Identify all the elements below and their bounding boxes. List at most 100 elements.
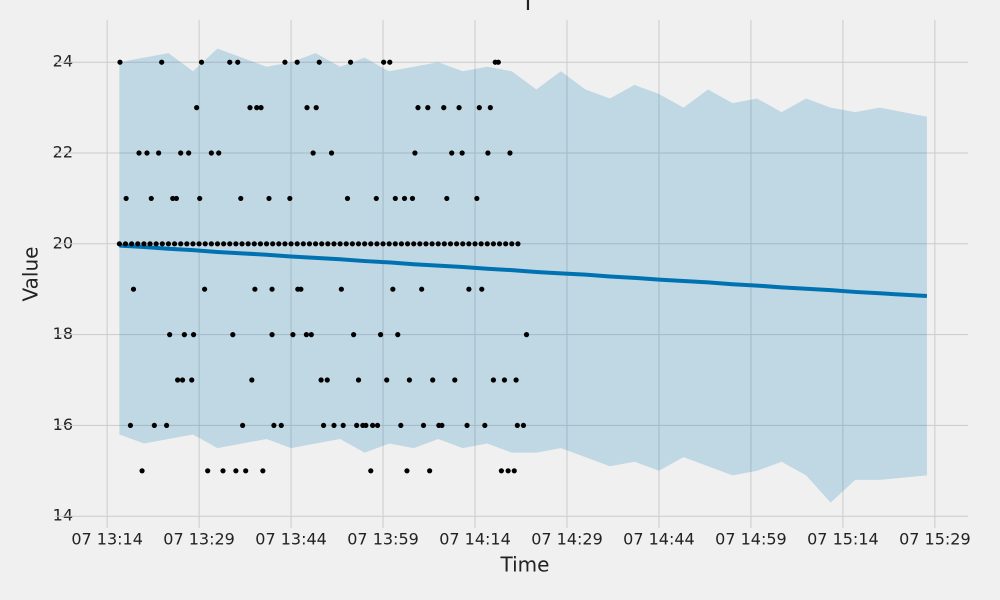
observed-point	[129, 241, 135, 247]
observed-point	[355, 377, 362, 383]
observed-point	[179, 377, 186, 383]
observed-point	[338, 286, 344, 292]
observed-point	[139, 468, 145, 474]
observed-point	[441, 241, 447, 247]
x-tick-label: 07 14:44	[623, 530, 695, 549]
observed-point	[308, 332, 314, 338]
observed-point	[387, 59, 393, 65]
observed-point	[478, 241, 484, 247]
observed-point	[419, 286, 425, 292]
observed-point	[460, 241, 466, 247]
observed-point	[239, 241, 245, 247]
x-tick-label: 07 14:29	[531, 530, 603, 549]
observed-point	[165, 241, 172, 247]
observed-point	[454, 241, 460, 247]
observed-point	[117, 59, 123, 65]
observed-point	[202, 286, 208, 292]
observed-point	[233, 468, 239, 474]
observed-point	[347, 59, 354, 65]
observed-point	[116, 241, 122, 247]
observed-point	[319, 241, 325, 247]
observed-point	[167, 332, 173, 338]
observed-point	[288, 241, 294, 247]
observed-point	[474, 195, 480, 202]
observed-point	[444, 195, 450, 202]
observed-point	[198, 59, 205, 65]
observed-point	[175, 377, 181, 383]
observed-point	[310, 150, 316, 156]
observed-point	[509, 241, 515, 247]
observed-point	[415, 105, 421, 111]
observed-point	[374, 422, 381, 429]
chart-title: T	[520, 0, 535, 16]
observed-point	[221, 241, 227, 247]
observed-point	[331, 422, 337, 429]
x-tick-label: 07 14:14	[439, 530, 511, 549]
observed-point	[320, 422, 327, 429]
observed-point	[269, 332, 275, 338]
observed-point	[435, 241, 441, 247]
observed-point	[163, 422, 170, 429]
observed-point	[136, 150, 142, 156]
observed-point	[141, 241, 147, 247]
observed-point	[197, 195, 203, 202]
observed-point	[196, 241, 202, 247]
observed-point	[227, 59, 233, 65]
observed-point	[484, 241, 490, 247]
observed-point	[386, 241, 392, 247]
observed-point	[398, 241, 405, 247]
observed-point	[425, 105, 431, 111]
observed-point	[247, 105, 253, 111]
observed-point	[513, 377, 519, 383]
observed-point	[515, 241, 521, 247]
observed-point	[495, 59, 501, 65]
observed-point	[479, 286, 485, 292]
observed-point	[282, 241, 288, 247]
observed-point	[377, 332, 384, 338]
observed-point	[271, 422, 277, 429]
observed-point	[452, 377, 458, 383]
observed-point	[171, 241, 178, 247]
observed-point	[501, 377, 508, 383]
observed-point	[498, 468, 504, 474]
x-tick-label: 07 14:59	[715, 530, 787, 549]
observed-point	[312, 241, 319, 247]
observed-point	[355, 241, 362, 247]
observed-point	[254, 105, 260, 111]
observed-point	[411, 241, 417, 247]
observed-point	[482, 422, 488, 429]
observed-point	[381, 59, 387, 65]
observed-point	[423, 241, 429, 247]
observed-point	[298, 286, 304, 292]
observed-point	[294, 241, 300, 247]
observed-point	[420, 422, 427, 429]
y-tick-label: 22	[53, 143, 73, 162]
observed-point	[186, 150, 192, 156]
observed-point	[362, 241, 368, 247]
observed-point	[409, 195, 416, 202]
observed-point	[303, 332, 309, 338]
observed-point	[485, 150, 491, 156]
observed-point	[459, 150, 465, 156]
observed-point	[269, 286, 275, 292]
x-tick-label: 07 15:14	[807, 530, 879, 549]
observed-point	[456, 105, 462, 111]
observed-point	[306, 241, 313, 247]
observed-point	[205, 468, 211, 474]
observed-point	[318, 377, 324, 383]
observed-point	[144, 150, 150, 156]
observed-point	[449, 150, 455, 156]
observed-point	[363, 422, 369, 429]
y-tick-label: 20	[53, 233, 73, 252]
observed-point	[156, 150, 162, 156]
observed-point	[496, 241, 503, 247]
observed-point	[159, 59, 165, 65]
observed-point	[287, 195, 293, 202]
observed-point	[511, 468, 517, 474]
observed-point	[173, 195, 180, 202]
observed-point	[503, 241, 509, 247]
observed-point	[147, 241, 153, 247]
observed-point	[401, 195, 408, 202]
observed-point	[230, 332, 236, 338]
y-tick-label: 24	[53, 52, 73, 71]
